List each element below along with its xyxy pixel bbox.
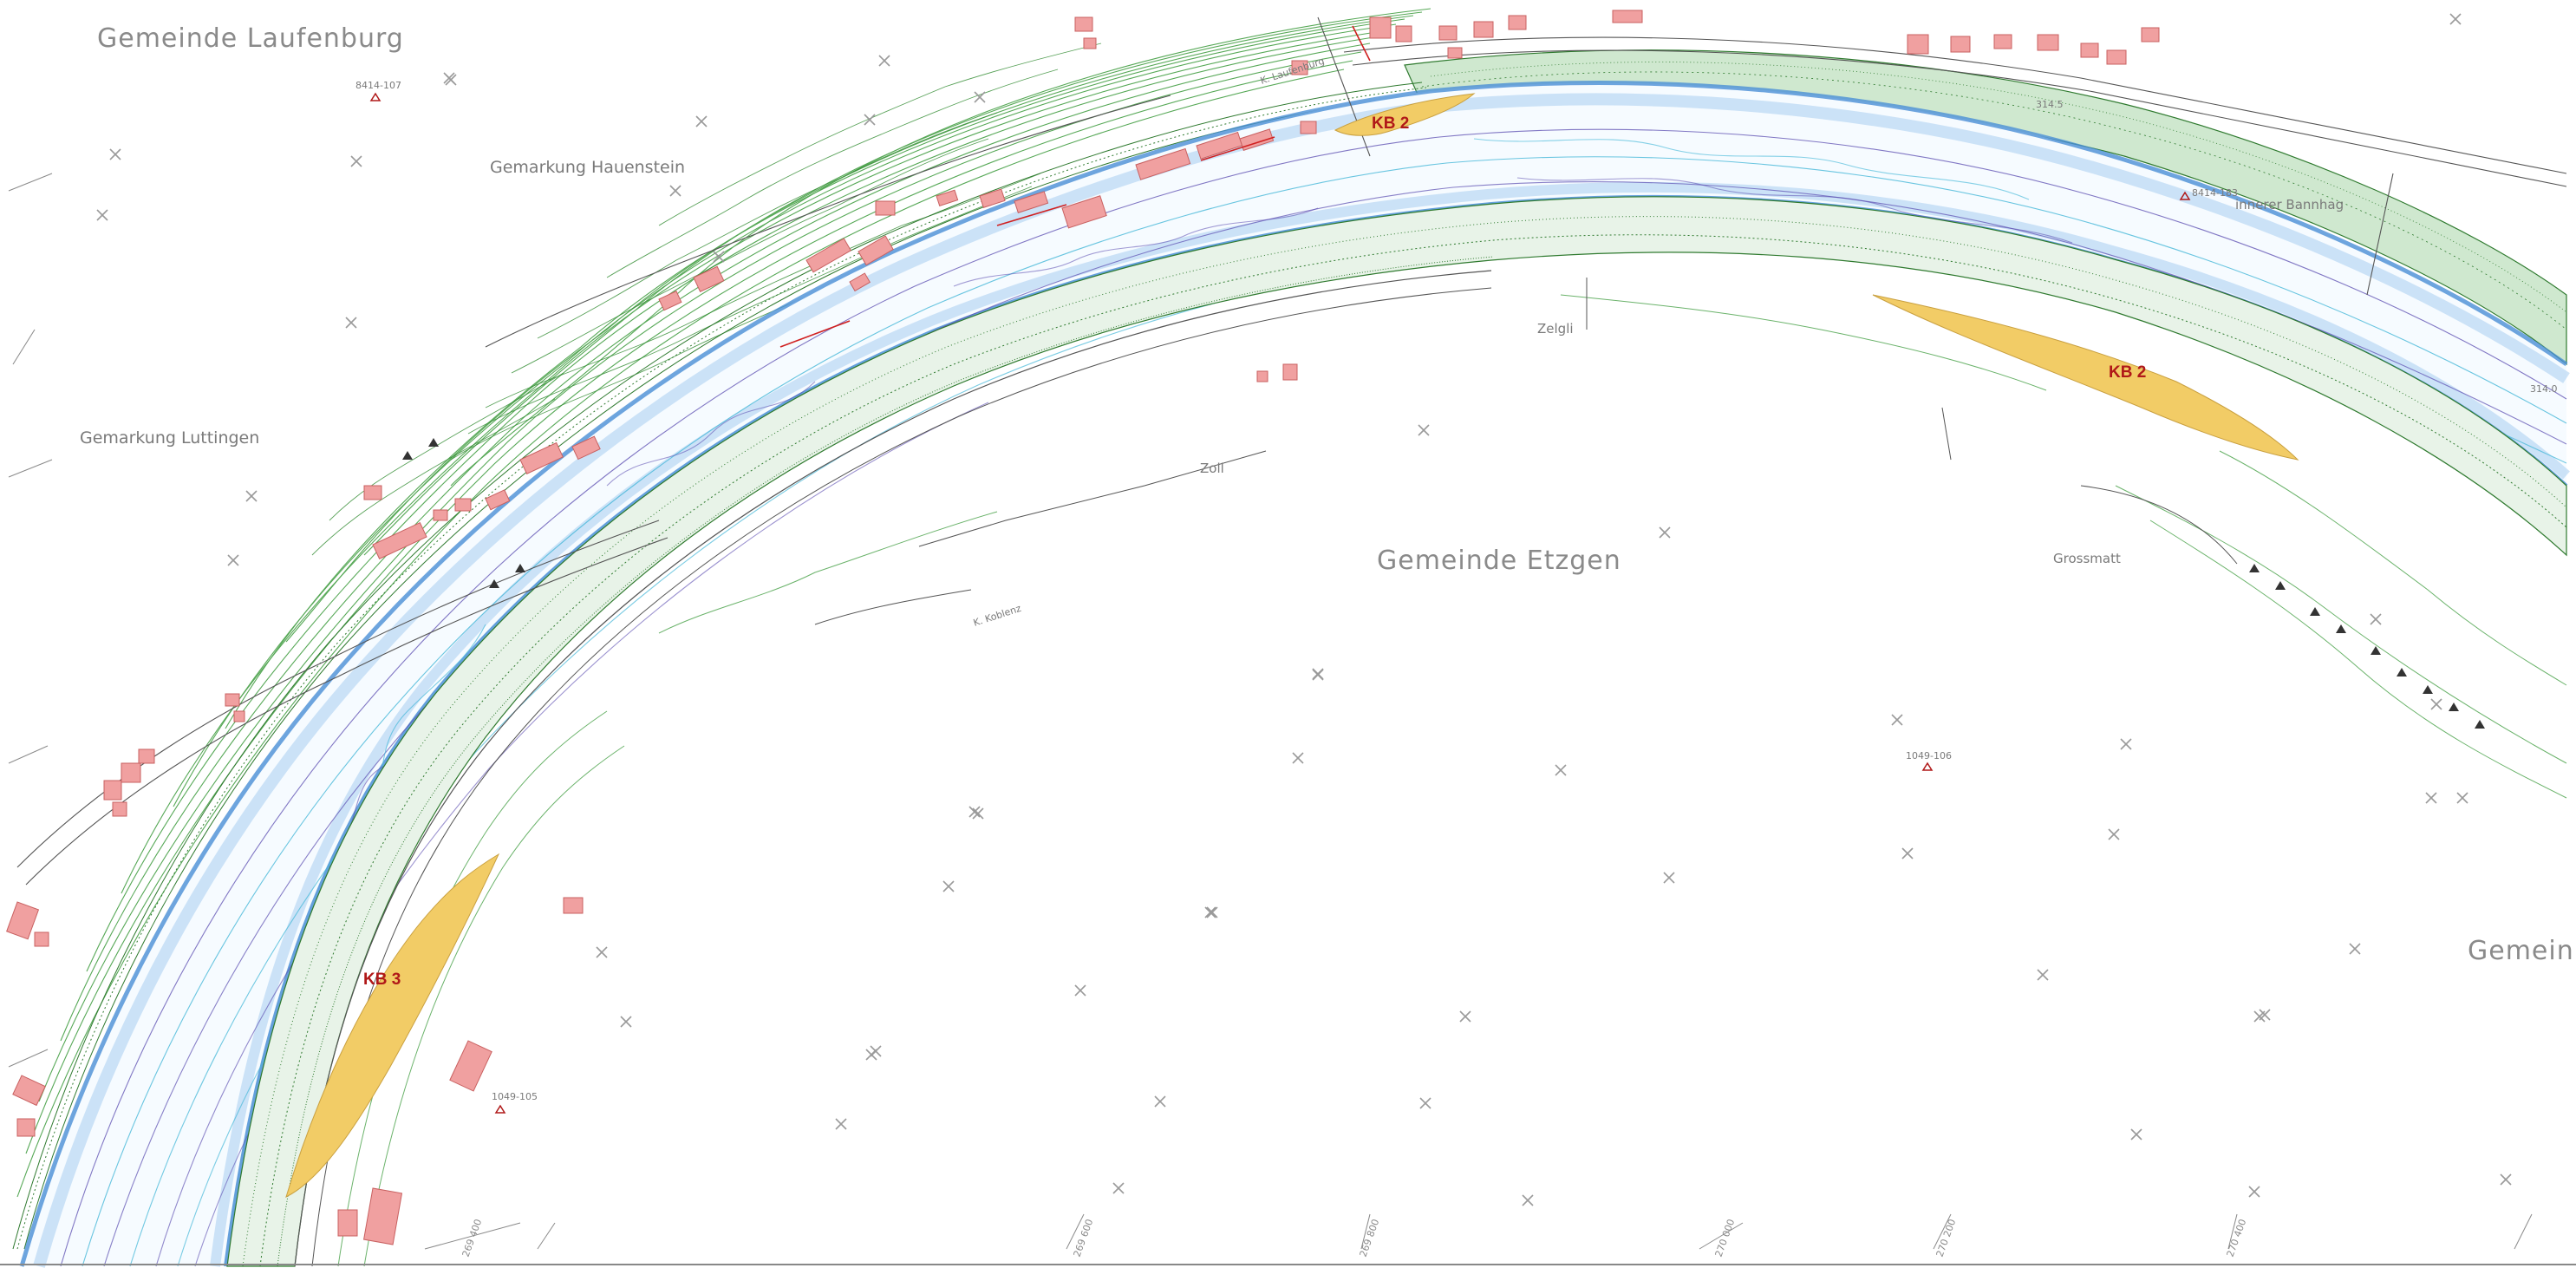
grid-cross xyxy=(2456,792,2468,804)
label-survey-8414-107: 8414-107 xyxy=(355,80,401,91)
label-elev-314-0: 314.0 xyxy=(2530,383,2558,395)
grid-crosses xyxy=(96,13,2512,1206)
grid-cross xyxy=(1459,1010,1471,1023)
grid-cross xyxy=(1522,1194,1534,1206)
grid-cross xyxy=(669,185,681,197)
grid-cross xyxy=(620,1016,632,1028)
grid-cross xyxy=(350,155,362,167)
grid-ticks xyxy=(8,173,2533,1250)
label-grossmatt: Grossmatt xyxy=(2053,551,2121,566)
grid-cross xyxy=(2425,792,2437,804)
grid-cross xyxy=(1418,424,1430,436)
label-gemarkung-luttingen: Gemarkung Luttingen xyxy=(80,428,259,448)
buildings xyxy=(6,10,2160,1245)
gravel-bank-kb2-upper xyxy=(1334,93,1476,136)
grid-cross xyxy=(1312,669,1324,681)
grid-cross xyxy=(109,148,121,160)
grid-cross xyxy=(1663,872,1675,884)
label-survey-1049-105: 1049-105 xyxy=(492,1091,538,1102)
grid-cross xyxy=(1555,764,1567,776)
grid-cross xyxy=(835,1118,847,1130)
grid-cross xyxy=(2449,13,2462,25)
grid-cross xyxy=(878,55,890,67)
grid-cross xyxy=(2108,828,2120,840)
gravel-banks xyxy=(285,93,2299,1198)
label-gemeinde-laufenburg: Gemeinde Laufenburg xyxy=(97,23,404,54)
label-kb3: KB 3 xyxy=(363,971,401,989)
label-gemarkung-hauenstein: Gemarkung Hauenstein xyxy=(490,158,685,177)
grid-cross xyxy=(1419,1097,1431,1109)
grid-cross xyxy=(2349,943,2361,955)
grid-cross xyxy=(345,317,357,329)
south-bank-roads xyxy=(814,278,2238,625)
label-elev-314-5: 314.5 xyxy=(2036,99,2064,110)
grid-cross xyxy=(1891,714,1903,726)
label-zelgli: Zelgli xyxy=(1537,321,1574,337)
grid-cross xyxy=(2430,698,2442,710)
grid-cross xyxy=(695,115,708,127)
label-survey-8414-183: 8414-183 xyxy=(2192,187,2238,199)
grid-cross xyxy=(2130,1128,2142,1141)
grid-cross xyxy=(1206,906,1218,918)
grid-cross xyxy=(968,806,981,818)
grid-cross xyxy=(1074,984,1086,997)
slope-symbols xyxy=(402,438,2485,729)
survey-triangles xyxy=(369,92,2191,1114)
boundary-markers xyxy=(779,25,1371,348)
grid-cross xyxy=(2370,613,2382,625)
grid-cross xyxy=(2253,1010,2266,1023)
grid-cross xyxy=(864,114,876,126)
north-bank-slope-contours xyxy=(311,42,1102,556)
label-gemeinde-right-edge: Gemein xyxy=(2468,936,2574,966)
grid-cross xyxy=(2500,1173,2512,1186)
grid-cross xyxy=(245,490,258,502)
grid-cross xyxy=(974,91,986,103)
south-embankment xyxy=(226,196,2567,1267)
label-kb2-upper: KB 2 xyxy=(1372,114,1409,133)
label-zoll: Zoll xyxy=(1200,461,1224,476)
grid-cross xyxy=(2037,969,2049,981)
label-gemeinde-etzgen: Gemeinde Etzgen xyxy=(1377,546,1621,576)
grid-cross xyxy=(942,880,955,892)
north-bank-contours xyxy=(16,8,1431,1198)
label-innerer-bannhag: innerer Bannhag xyxy=(2235,197,2344,212)
grid-cross xyxy=(1204,906,1216,918)
grid-cross xyxy=(870,1045,882,1057)
grid-cross xyxy=(596,946,608,958)
grid-cross xyxy=(2248,1186,2260,1198)
grid-cross xyxy=(2120,738,2132,750)
grid-cross xyxy=(1154,1095,1166,1108)
grid-cross xyxy=(1112,1182,1125,1194)
grid-cross xyxy=(443,72,455,84)
gravel-bank-kb3 xyxy=(285,853,500,1198)
grid-cross xyxy=(96,209,108,221)
grid-cross xyxy=(1659,526,1671,539)
label-kb2-right: KB 2 xyxy=(2109,363,2146,382)
gravel-bank-kb2-right xyxy=(1872,294,2299,461)
label-survey-1049-106: 1049-106 xyxy=(1906,750,1952,761)
grid-cross xyxy=(1901,847,1914,859)
grid-cross xyxy=(972,807,984,820)
grid-cross xyxy=(227,554,239,566)
grid-cross xyxy=(1292,752,1304,764)
grid-cross xyxy=(713,251,725,263)
